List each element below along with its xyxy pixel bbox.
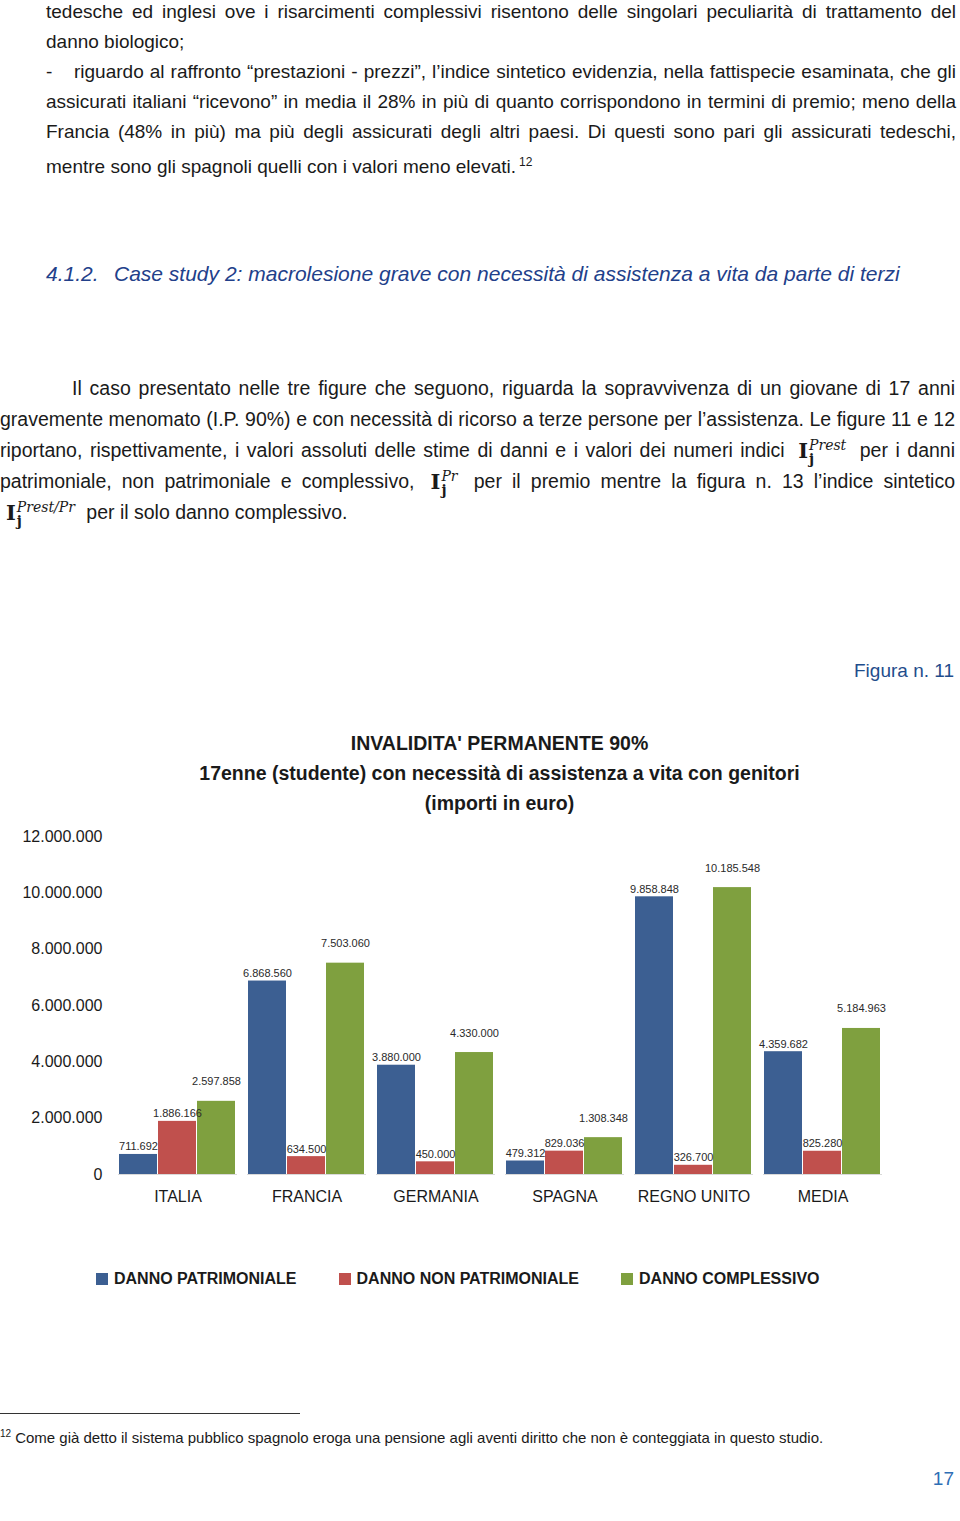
svg-text:4.000.000: 4.000.000 [31, 1053, 102, 1070]
html-text:(importi in euro): (importi in euro) [424, 792, 575, 814]
svg-text:12.000.000: 12.000.000 [22, 828, 102, 845]
svg-text:REGNO UNITO: REGNO UNITO [638, 1188, 751, 1205]
svg-text:FRANCIA: FRANCIA [272, 1188, 343, 1205]
html-text:riguardo al raffronto “prestaz: riguardo al raffronto “prestazioni - pre… [46, 61, 956, 178]
svg-text:6.000.000: 6.000.000 [31, 997, 102, 1014]
svg-text:1.308.348: 1.308.348 [579, 1112, 628, 1124]
svg-text:829.036: 829.036 [545, 1137, 585, 1149]
svg-text:3.880.000: 3.880.000 [372, 1051, 421, 1063]
svg-text:10.000.000: 10.000.000 [22, 884, 102, 901]
svg-text:5.184.963: 5.184.963 [837, 1002, 886, 1014]
svg-text:326.700: 326.700 [674, 1151, 714, 1163]
html-text:tedesche ed inglesi ove i risa: tedesche ed inglesi ove i risarcimenti c… [46, 1, 956, 52]
html-text:Figura n. 11: Figura n. 11 [854, 660, 954, 681]
html-text:Il caso presentato nelle tre f: Il caso presentato nelle tre figure che … [0, 377, 955, 461]
svg-text:2.597.858: 2.597.858 [192, 1075, 241, 1087]
html-text:DANNO PATRIMONIALE: DANNO PATRIMONIALE [114, 1270, 297, 1287]
html-text:per il premio mentre la figura: per il premio mentre la figura n. 13 l’i… [473, 470, 955, 492]
html-text:per i danni patrimoniale, non: per i danni patrimoniale, non patrimonia… [0, 439, 955, 492]
html-text:17enne (studente) con necessit: 17enne (studente) con necessità di assis… [199, 762, 800, 784]
html-text:j: j [441, 481, 447, 498]
svg-text:4.330.000: 4.330.000 [450, 1027, 499, 1039]
html-text:DANNO COMPLESSIVO: DANNO COMPLESSIVO [639, 1270, 820, 1287]
html-text:DANNO NON PATRIMONIALE: DANNO NON PATRIMONIALE [356, 1270, 579, 1287]
html-text:IPrest: IPrest [798, 436, 847, 463]
svg-text:GERMANIA: GERMANIA [393, 1188, 479, 1205]
html-text:j: j [16, 512, 22, 529]
html-text:Case study 2: macrolesione gra: Case study 2: macrolesione grave con nec… [114, 262, 900, 285]
svg-text:8.000.000: 8.000.000 [31, 940, 102, 957]
html-text:17: 17 [932, 1468, 954, 1489]
svg-text:7.503.060: 7.503.060 [321, 937, 370, 949]
html-text:INVALIDITA' PERMANENTE 90%: INVALIDITA' PERMANENTE 90% [350, 732, 649, 754]
svg-text:ITALIA: ITALIA [154, 1188, 202, 1205]
html-text:IPr: IPr [430, 467, 458, 494]
svg-text:6.868.560: 6.868.560 [243, 967, 292, 979]
html-text:per il solo danno complessivo.: per il solo danno complessivo. [86, 501, 348, 523]
svg-text:0: 0 [94, 1166, 103, 1183]
svg-text:479.312: 479.312 [506, 1147, 546, 1159]
svg-text:4.359.682: 4.359.682 [759, 1038, 808, 1050]
html-text:4.1.2.: 4.1.2. [46, 262, 99, 285]
svg-text:711.692: 711.692 [119, 1140, 158, 1152]
svg-text:SPAGNA: SPAGNA [532, 1188, 598, 1205]
svg-text:10.185.548: 10.185.548 [705, 862, 760, 874]
svg-text:825.280: 825.280 [803, 1137, 843, 1149]
html-text:12 Come già detto il sistema p: 12 Come già detto il sistema pubblico sp… [0, 1428, 824, 1446]
svg-text:2.000.000: 2.000.000 [31, 1109, 102, 1126]
svg-text:1.886.166: 1.886.166 [153, 1107, 202, 1119]
html-text:j: j [809, 450, 815, 467]
svg-text:MEDIA: MEDIA [798, 1188, 849, 1205]
svg-text:634.500: 634.500 [287, 1143, 327, 1155]
svg-text:9.858.848: 9.858.848 [630, 883, 679, 895]
svg-text:450.000: 450.000 [416, 1148, 456, 1160]
html-text:IPrest/Pr: IPrest/Pr [6, 498, 75, 525]
